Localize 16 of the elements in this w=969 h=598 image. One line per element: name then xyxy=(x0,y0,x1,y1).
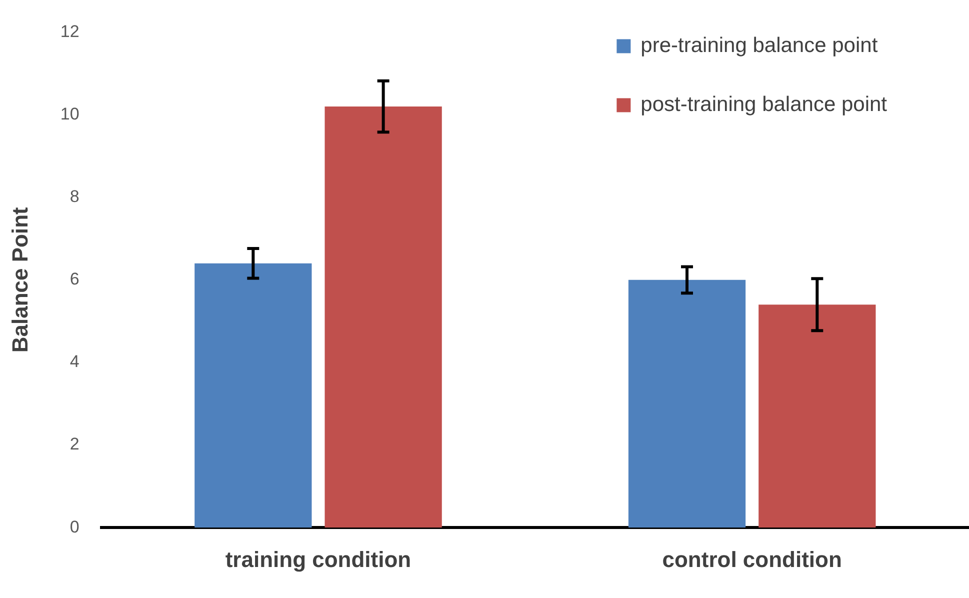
bar xyxy=(628,280,746,528)
y-tick-label: 6 xyxy=(70,270,80,289)
bar xyxy=(194,263,312,528)
x-tick-label: training condition xyxy=(225,546,412,572)
y-tick-label: 12 xyxy=(60,22,80,41)
legend-label: post-training balance point xyxy=(640,92,888,116)
y-tick-label: 4 xyxy=(70,352,80,372)
y-tick-label: 2 xyxy=(70,434,80,454)
x-tick-label: control condition xyxy=(662,546,842,572)
bar xyxy=(758,304,876,528)
bar xyxy=(324,106,442,528)
y-axis-title: Balance Point xyxy=(7,206,32,353)
y-tick-label: 10 xyxy=(60,104,80,124)
y-tick-label: 0 xyxy=(70,517,80,536)
y-tick-label: 8 xyxy=(70,187,80,206)
legend-label: pre-training balance point xyxy=(640,34,878,57)
